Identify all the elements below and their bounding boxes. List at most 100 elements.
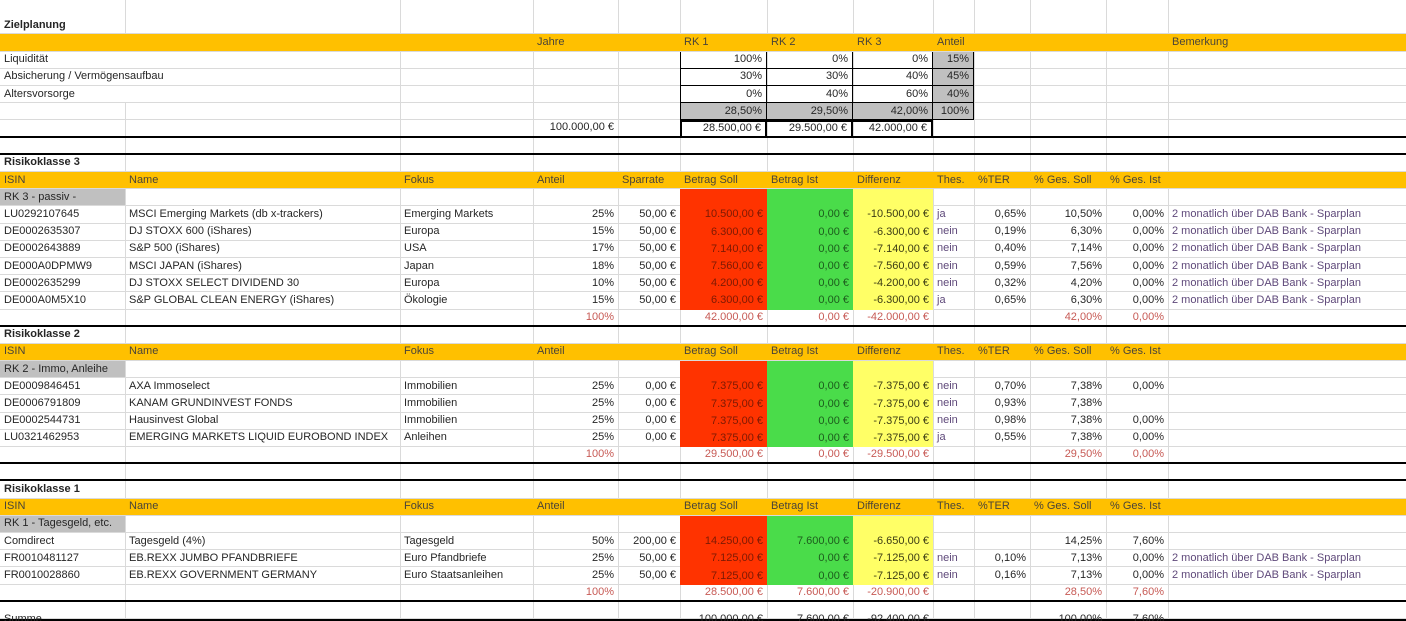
cell-sparrate[interactable]: 0,00 €: [645, 414, 676, 427]
col-betrag-soll[interactable]: Betrag Soll: [684, 173, 738, 186]
cell-ges-soll[interactable]: 7,38%: [1070, 431, 1102, 444]
cell-ges-ist[interactable]: 0,00%: [1132, 225, 1164, 238]
cell-betrag-soll[interactable]: 7.560,00 €: [680, 257, 767, 276]
cell-ges-soll[interactable]: 6,30%: [1070, 293, 1102, 306]
cell-ter[interactable]: 0,65%: [994, 293, 1026, 306]
cell-sparrate[interactable]: 50,00 €: [639, 259, 676, 272]
cell-rk3-pct[interactable]: 0%: [853, 51, 933, 69]
col-ges-ist[interactable]: % Ges. Ist: [1110, 173, 1161, 186]
rk2-subheader-label[interactable]: RK 2 - Immo, Anleihe: [0, 361, 125, 378]
total-ges-soll[interactable]: 29,50%: [1064, 448, 1102, 461]
cell-isin[interactable]: DE000A0DPMW9: [4, 259, 93, 272]
cell-fokus[interactable]: Tagesgeld: [404, 534, 455, 547]
cell-sparrate[interactable]: 50,00 €: [639, 551, 676, 564]
cell-goal-label[interactable]: Absicherung / Vermögensaufbau: [0, 68, 400, 85]
cell-differenz[interactable]: -7.375,00 €: [853, 429, 933, 448]
cell-betrag-soll[interactable]: 6.300,00 €: [680, 223, 767, 241]
cell-betrag-ist[interactable]: 0,00 €: [767, 395, 853, 413]
col-name[interactable]: Name: [129, 173, 159, 186]
cell-betrag-ist[interactable]: 0,00 €: [767, 257, 853, 276]
cell-sparrate[interactable]: 50,00 €: [639, 225, 676, 238]
cell-name[interactable]: DJ STOXX 600 (iShares): [129, 225, 252, 238]
col-sparrate[interactable]: Sparrate: [622, 173, 665, 186]
cell-isin[interactable]: FR0010028860: [4, 569, 80, 581]
cell-name[interactable]: S&P 500 (iShares): [129, 242, 220, 255]
col-ges-ist[interactable]: % Ges. Ist: [1110, 500, 1161, 513]
cell-name[interactable]: MSCI JAPAN (iShares): [129, 259, 242, 272]
cell-ges-soll[interactable]: 7,38%: [1070, 414, 1102, 427]
col-betrag-ist[interactable]: Betrag Ist: [771, 345, 819, 358]
col-isin[interactable]: ISIN: [4, 500, 26, 513]
cell-betrag-ist[interactable]: 7.600,00 €: [767, 533, 853, 551]
cell-ges-ist[interactable]: [1106, 395, 1168, 411]
cell-ges-soll[interactable]: 14,25%: [1064, 534, 1102, 547]
col-thes[interactable]: Thes.: [937, 173, 965, 186]
cell-thes[interactable]: nein: [937, 276, 958, 289]
cell-name[interactable]: KANAM GRUNDINVEST FONDS: [129, 397, 293, 410]
cell-anteil[interactable]: 25%: [591, 569, 614, 581]
cell-sparrate[interactable]: 50,00 €: [639, 207, 676, 220]
header-anteil[interactable]: Anteil: [937, 35, 965, 48]
cell-rk2-pct[interactable]: 30%: [767, 68, 853, 86]
cell-rk2-total-pct[interactable]: 29,50%: [767, 103, 853, 121]
cell-rk2-pct[interactable]: 0%: [767, 51, 853, 69]
cell-name[interactable]: S&P GLOBAL CLEAN ENERGY (iShares): [129, 293, 335, 306]
cell-ter[interactable]: 0,55%: [994, 431, 1026, 444]
col-differenz[interactable]: Differenz: [857, 173, 901, 186]
cell-thes[interactable]: ja: [937, 293, 946, 306]
col-ges-soll[interactable]: % Ges. Soll: [1034, 500, 1092, 513]
total-betrag-ist[interactable]: 7.600,00 €: [797, 585, 849, 598]
col-name[interactable]: Name: [129, 345, 159, 358]
cell-anteil[interactable]: 18%: [591, 259, 614, 272]
col-ges-soll[interactable]: % Ges. Soll: [1034, 173, 1092, 186]
cell-ges-soll[interactable]: 7,38%: [1070, 397, 1102, 410]
cell-isin[interactable]: DE0002544731: [4, 414, 81, 427]
cell-sparrate[interactable]: 0,00 €: [645, 431, 676, 444]
cell-betrag-ist[interactable]: 0,00 €: [767, 550, 853, 568]
cell-isin[interactable]: LU0292107645: [4, 207, 80, 220]
cell-ges-soll[interactable]: 10,50%: [1064, 207, 1102, 220]
cell-betrag-ist[interactable]: 0,00 €: [767, 412, 853, 430]
col-sparrate[interactable]: [618, 499, 680, 515]
cell-ges-soll[interactable]: 4,20%: [1070, 276, 1102, 289]
cell-name[interactable]: AXA Immoselect: [129, 379, 210, 392]
cell-ter[interactable]: 0,40%: [994, 242, 1026, 255]
cell-fokus[interactable]: Immobilien: [404, 397, 458, 410]
col-anteil[interactable]: Anteil: [537, 345, 565, 358]
col-thes[interactable]: Thes.: [937, 500, 965, 513]
total-ges-ist[interactable]: 7,60%: [1132, 585, 1164, 598]
cell-rk2-pct[interactable]: 40%: [767, 85, 853, 104]
cell-betrag-soll[interactable]: 4.200,00 €: [680, 275, 767, 293]
header-rk1[interactable]: RK 1: [684, 35, 709, 48]
cell-differenz[interactable]: -7.125,00 €: [853, 550, 933, 568]
rk3-subheader-label[interactable]: RK 3 - passiv -: [0, 189, 125, 206]
cell-bemerkung[interactable]: 2 monatlich über DAB Bank - Sparplan: [1172, 242, 1361, 255]
cell-isin[interactable]: DE0009846451: [4, 379, 81, 392]
cell-isin[interactable]: DE0006791809: [4, 397, 81, 410]
cell-goal-label[interactable]: Altersvorsorge: [0, 85, 400, 103]
cell-anteil[interactable]: 25%: [591, 397, 614, 410]
cell-ter[interactable]: [974, 533, 1030, 549]
cell-differenz[interactable]: -7.375,00 €: [853, 395, 933, 413]
cell-fokus[interactable]: Japan: [404, 259, 434, 272]
col-betrag-soll[interactable]: Betrag Soll: [684, 345, 738, 358]
cell-ges-ist[interactable]: 0,00%: [1132, 293, 1164, 306]
cell-betrag-soll[interactable]: 10.500,00 €: [680, 206, 767, 224]
cell-differenz[interactable]: -6.300,00 €: [853, 223, 933, 241]
cell-ges-ist[interactable]: 7,60%: [1132, 534, 1164, 547]
header-jahre[interactable]: Jahre: [537, 35, 565, 48]
cell-bemerkung[interactable]: 2 monatlich über DAB Bank - Sparplan: [1172, 259, 1361, 272]
cell-ges-soll[interactable]: 7,13%: [1070, 551, 1102, 564]
cell-differenz[interactable]: -7.125,00 €: [853, 567, 933, 585]
header-bemerkung[interactable]: Bemerkung: [1172, 35, 1229, 48]
cell-name[interactable]: Hausinvest Global: [129, 414, 219, 427]
col-anteil[interactable]: Anteil: [537, 500, 565, 513]
cell-betrag-soll[interactable]: 7.375,00 €: [680, 429, 767, 448]
cell-name[interactable]: Tagesgeld (4%): [129, 534, 206, 547]
cell-betrag-soll[interactable]: 14.250,00 €: [680, 533, 767, 551]
total-differenz[interactable]: -42.000,00 €: [867, 310, 929, 323]
cell-ter[interactable]: 0,98%: [994, 414, 1026, 427]
cell-name[interactable]: DJ STOXX SELECT DIVIDEND 30: [129, 276, 300, 289]
cell-betrag-soll[interactable]: 7.375,00 €: [680, 395, 767, 413]
cell-diff-fill[interactable]: [853, 189, 933, 207]
